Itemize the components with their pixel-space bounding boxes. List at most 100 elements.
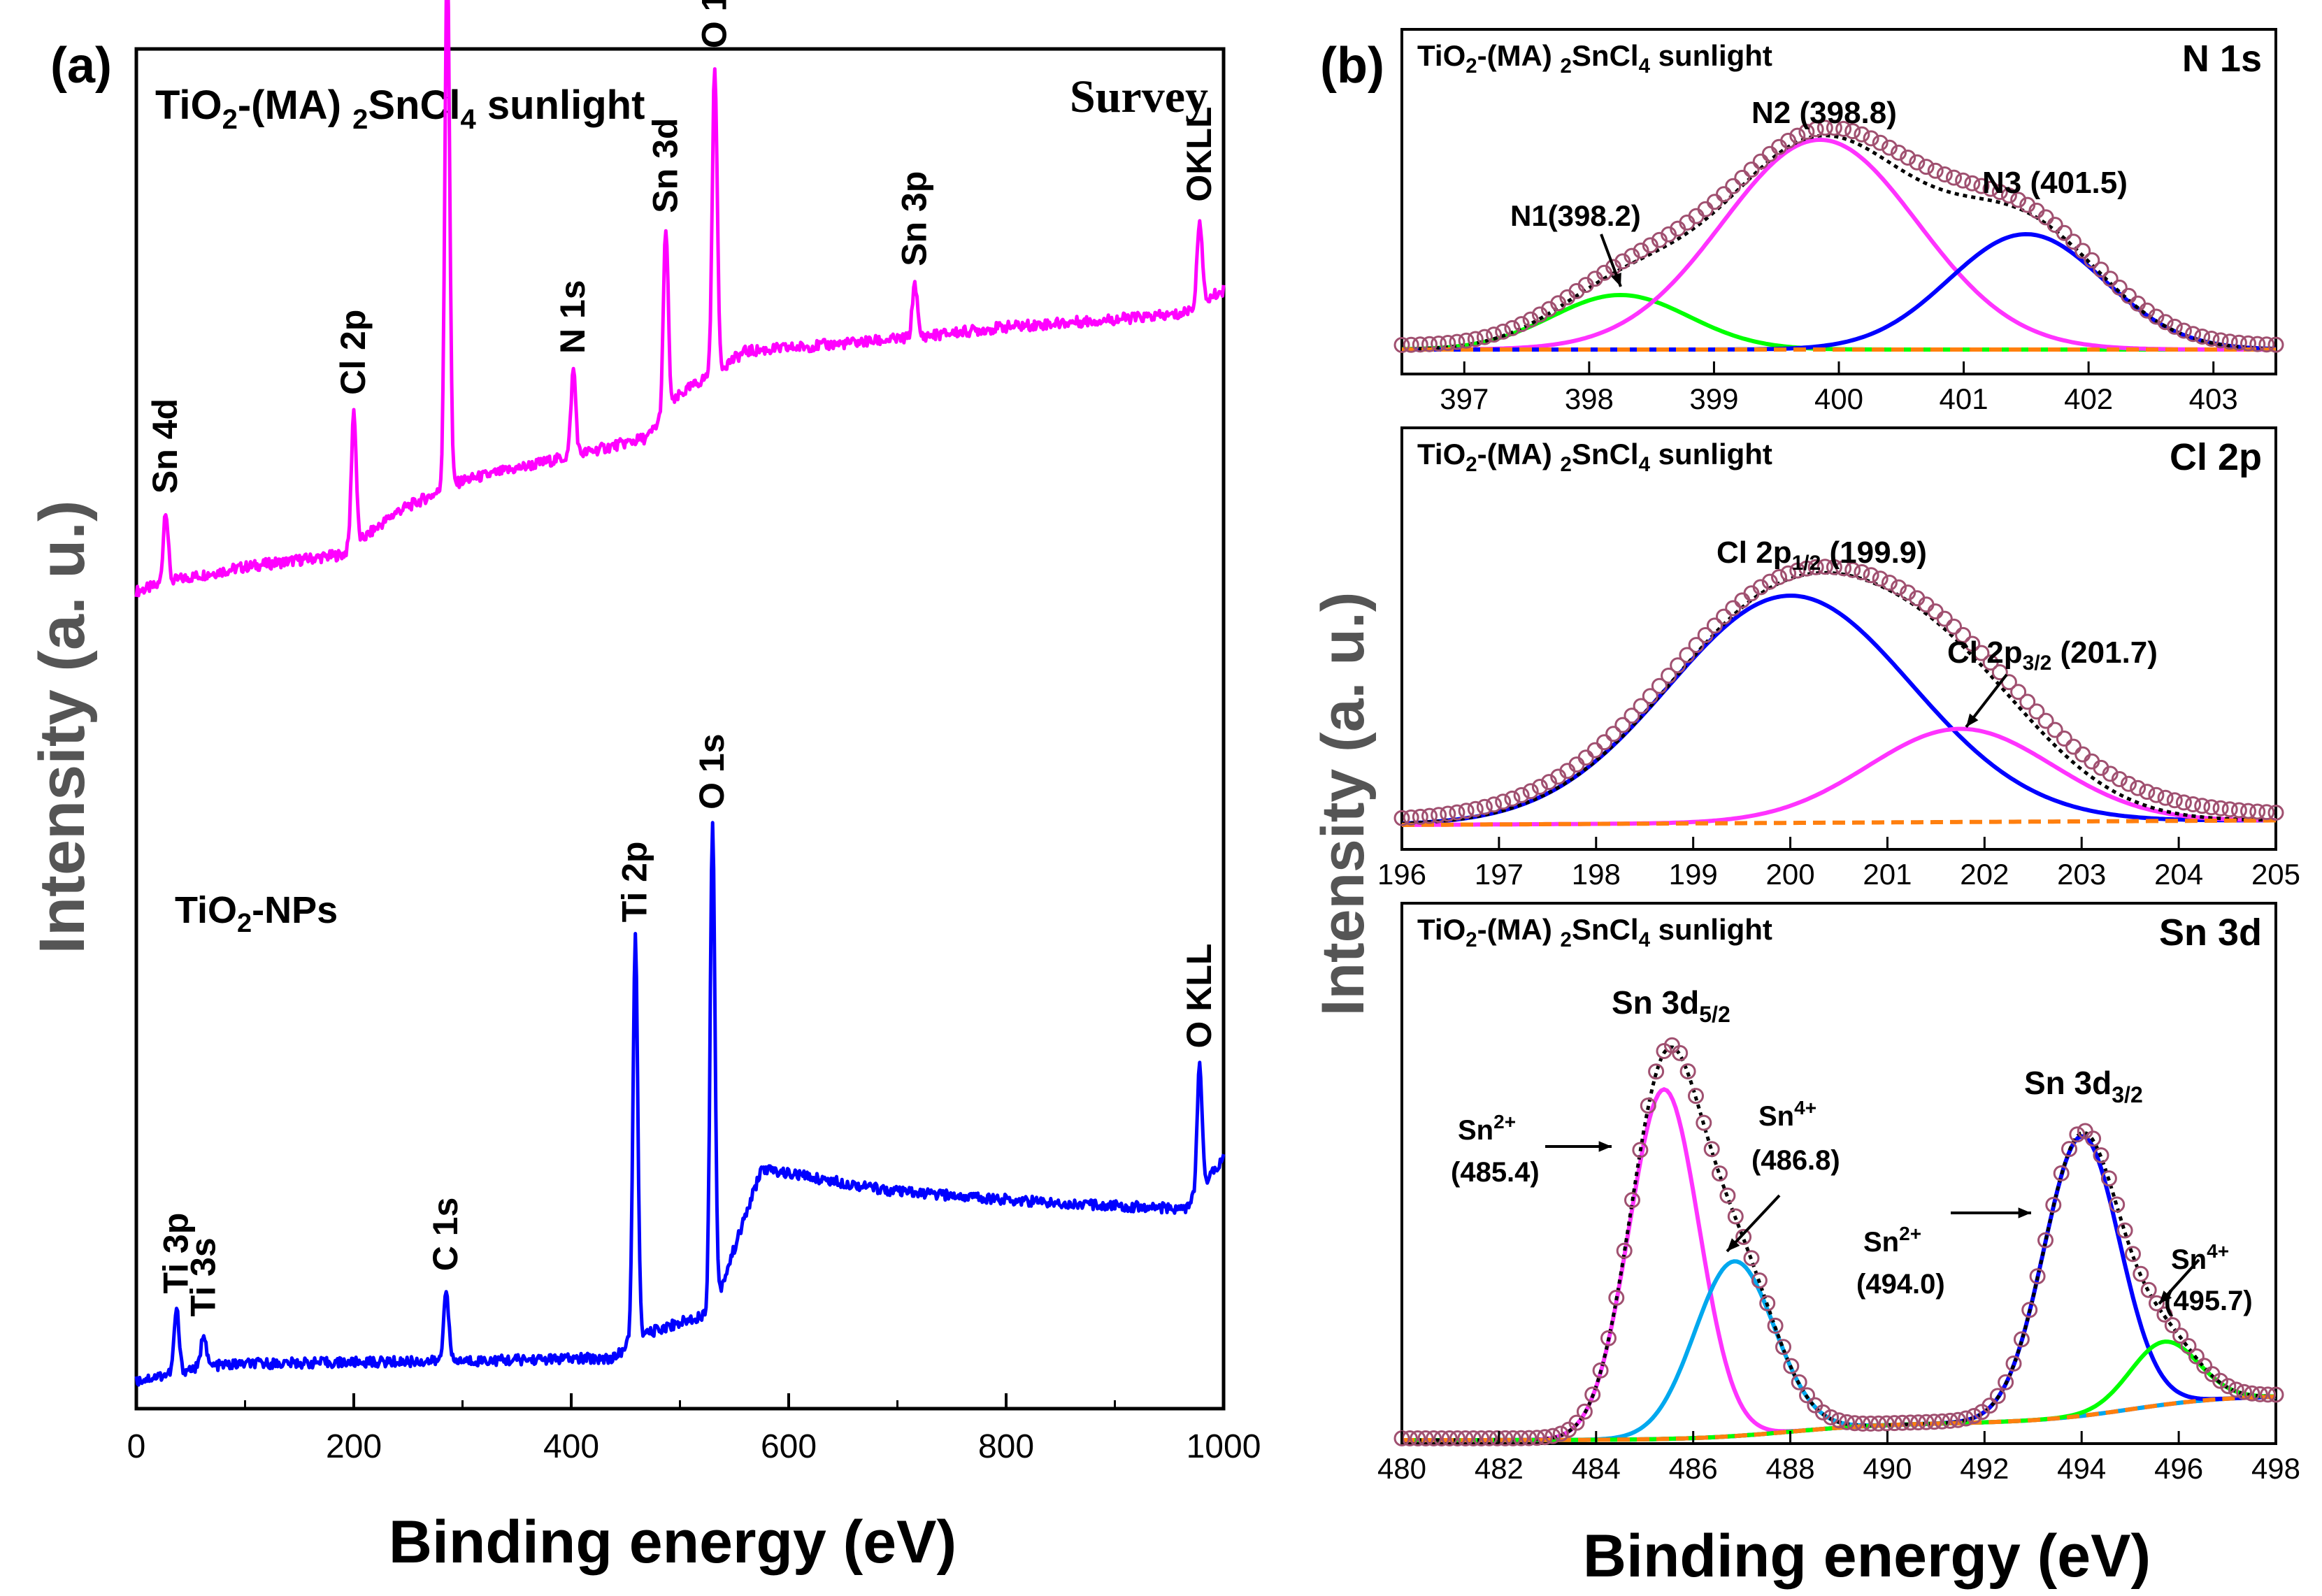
panel-n1s-data-point <box>1449 333 1465 350</box>
panel-n1s-data-point <box>2111 279 2128 296</box>
survey-peak-label-1-4: O 1s <box>692 733 731 809</box>
panel-cl2p-data-point <box>1412 808 1428 825</box>
panel-sn3d-data-point <box>1648 1063 1665 1080</box>
panel-cl2p-data-point <box>2212 800 2229 817</box>
panel-sn3d-data-point <box>1830 1412 1847 1429</box>
panel-sn3d-data-point <box>1688 1088 1704 1105</box>
panel-n1s-data-point <box>2000 187 2017 204</box>
panel-cl2p-tick-label: 203 <box>2057 858 2106 891</box>
panel-n1s-data-point <box>2185 326 2202 343</box>
panel-n1s-data-point <box>1642 237 1658 254</box>
x-axis-label-b: Binding energy (eV) <box>1583 1523 2151 1590</box>
panel-n1s-data-point <box>1872 134 1889 151</box>
panel-n1s-data-point <box>1835 120 1852 137</box>
panel-n1s-data-point <box>1946 169 1962 186</box>
panel-cl2p-data-point <box>1661 668 1677 684</box>
panel-n1s-data-point <box>1706 194 1723 210</box>
panel-cl2p-data-point <box>2019 693 2036 710</box>
panel-cl2p-data-point <box>2074 746 2091 763</box>
survey-x-axis: 0 200 400 600 800 1000 <box>127 1393 1261 1465</box>
panel-n1s-data-point <box>2175 322 2192 339</box>
panel-n1s-data-point <box>1798 124 1815 140</box>
panel-sn3d-tick-label: 490 <box>1863 1452 1912 1485</box>
panel-cl2p-data-point <box>2047 721 2063 738</box>
panel-cl2p-data-point <box>1789 562 1806 579</box>
panel-n1s-data-point <box>1734 169 1751 186</box>
panel-sn3d-data-point <box>2196 1358 2213 1374</box>
n1-arrow-head <box>1611 273 1621 287</box>
panel-n1s-data-point <box>2166 318 2183 335</box>
survey-peak-label-0-6: Sn 3p <box>894 171 933 266</box>
panel-n1s-data-point <box>1936 166 1953 182</box>
panel-sn3d-data-point <box>1441 1430 1458 1446</box>
panel-cl2p-data-point <box>1614 717 1631 733</box>
panel-n1s-data-point <box>2212 332 2229 349</box>
panel-sn3d-data-point <box>1870 1415 1887 1432</box>
panel-sn3d-data-point <box>1696 1114 1712 1131</box>
panel-cl2p-component-0 <box>1401 594 2276 826</box>
survey-peak-label-0-4: Sn 3d <box>645 118 685 213</box>
panel-n1s-data-point <box>1522 311 1539 328</box>
survey-sample-label-sunlight: TiO2-(MA) 2SnCl4 sunlight <box>155 82 645 135</box>
panel-cl2p-data-point <box>1633 698 1649 714</box>
panel-cl2p-data-point <box>2148 786 2165 803</box>
panel-n1s-data-point <box>2267 336 2284 353</box>
panel-cl2p-data-point <box>1771 569 1787 585</box>
survey-peak-label-1-3: Ti 2p <box>615 842 654 923</box>
panel-n1s-component-2 <box>1402 231 2277 352</box>
panel-cl2p-data-point <box>2166 792 2183 809</box>
panel-n1s-data-point <box>1614 253 1631 270</box>
panel-cl2p-data-point <box>1688 637 1705 654</box>
panel-sn3d-data-point <box>1934 1413 1951 1430</box>
panel-sn3d-data-point <box>1465 1430 1482 1446</box>
panel-cl2p-data-point <box>1697 627 1714 643</box>
panel-n1s-data-point <box>1421 336 1438 352</box>
panel-cl2p-data-point <box>1679 647 1696 663</box>
panel-cl2p-data-point <box>1807 559 1824 575</box>
panel-cl2p-tick-label: 196 <box>1377 858 1426 891</box>
panel-cl2p-background <box>1402 818 2276 827</box>
panel-cl2p-data-point <box>1826 559 1842 575</box>
panel-cl2p-data-point <box>2130 779 2147 796</box>
panel-sn3d-data-point <box>2125 1246 2141 1263</box>
panel-sn3d-data-point <box>1679 1063 1696 1079</box>
panel-n1s-data-point <box>1816 120 1833 136</box>
panel-sn3d-data-point <box>2251 1386 2268 1402</box>
panel-n1s-data-point <box>1826 120 1842 136</box>
panel-n1s-data-point <box>1393 337 1410 353</box>
panel-n1s-data-point <box>2258 336 2275 353</box>
panel-cl2p-data-point <box>1642 688 1658 705</box>
panel-sn3d-data-point <box>1814 1404 1831 1421</box>
panel-cl2p-frame <box>1400 426 2277 851</box>
panel-sn3d-data-point <box>1847 1415 1863 1432</box>
panel-sn3d-data-point <box>1918 1414 1935 1430</box>
panel-n1s-data-point <box>2010 192 2027 208</box>
panel-sn3d-data-point <box>2116 1222 2133 1239</box>
panel-sn3d-tick-label: 492 <box>1960 1452 2009 1485</box>
panel-sn3d-data-point <box>1767 1317 1784 1334</box>
panel-sn3d-data-point <box>2061 1141 2077 1158</box>
panel-n1s-data-point <box>1964 175 1981 192</box>
sn3d-ion-label-3: Sn4+ <box>2171 1240 2229 1275</box>
panel-n1s-data-point <box>1697 201 1714 217</box>
panel-sn3d-data-point <box>2029 1268 2046 1285</box>
n3-label: N3 (401.5) <box>1982 166 2128 200</box>
panel-n1s-data-point <box>2047 217 2063 233</box>
panel-n1s-data-point <box>2148 308 2165 325</box>
panel-sn3d-data-point <box>1632 1142 1649 1158</box>
survey-peak-label-1-5: O KLL <box>1180 944 1219 1049</box>
sn2-arrow-1-head <box>1598 1141 1612 1152</box>
panel-sn3d-data-point <box>1513 1430 1529 1446</box>
survey-peak-label-0-0: Sn 4d <box>145 398 185 494</box>
panel-sn3d-data-point <box>2013 1331 2030 1348</box>
panel-cl2p-data-point <box>2221 801 2238 818</box>
panel-cl2p-data-point <box>2258 804 2275 821</box>
panel-cl2p: TiO2-(MA) 2SnCl4 sunlight Cl 2p 196 197 198 1… <box>1377 426 2300 891</box>
panel-sn3d-data-point <box>1998 1374 2014 1390</box>
panel-n1s-data-point <box>1900 150 1916 166</box>
panel-cl2p-data-point <box>1531 779 1548 795</box>
n1-label: N1(398.2) <box>1510 199 1641 232</box>
panel-cl2p-tick-label: 204 <box>2154 858 2203 891</box>
panel-sn3d-data-point <box>2037 1232 2054 1249</box>
panel-cl2p-tick-label: 202 <box>1960 858 2009 891</box>
